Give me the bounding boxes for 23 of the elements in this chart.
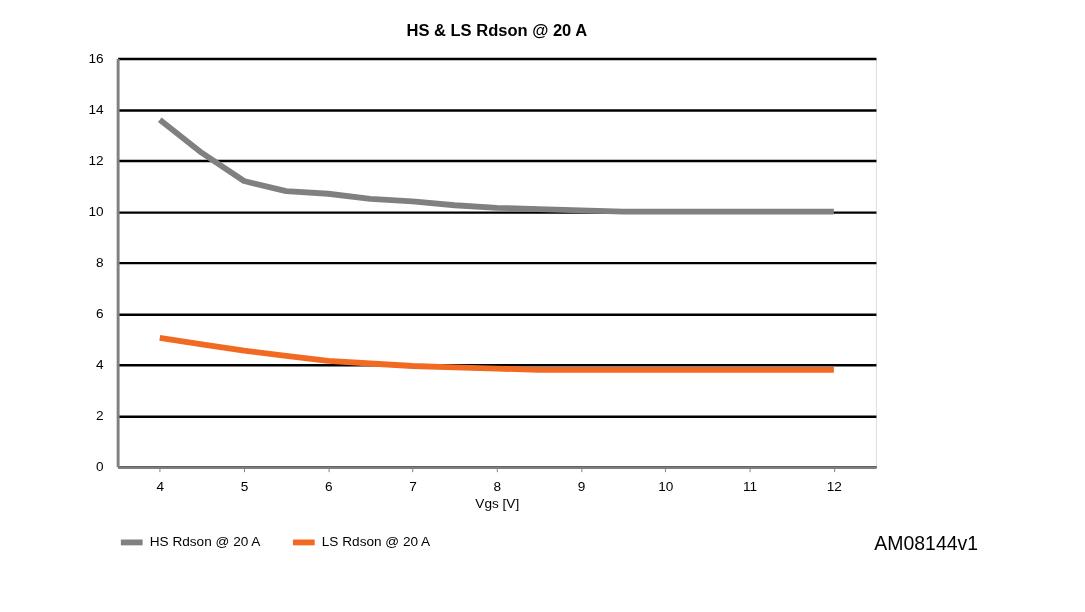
y-tick-label: 0 (95, 459, 104, 475)
y-tick-label: 14 (88, 101, 104, 117)
legend-label: LS Rdson @ 20 A (321, 534, 432, 550)
y-tick-label: 4 (95, 357, 104, 373)
x-tick-label: 6 (324, 478, 333, 494)
y-tick-label: 2 (95, 408, 104, 424)
y-tick-label: 16 (88, 50, 104, 66)
x-tick-label: 11 (743, 478, 758, 494)
x-tick-label: 12 (826, 478, 842, 494)
legend-label: HS Rdson @ 20 A (149, 534, 262, 550)
text: AM08144v1 (874, 532, 979, 555)
x-tick-label: 4 (156, 478, 165, 494)
x-tick-label: 5 (240, 478, 249, 494)
x-axis-title: Vgs [V] (475, 496, 520, 512)
x-tick-label: 9 (577, 478, 586, 494)
chart-title: HS & LS Rdson @ 20 A (406, 21, 588, 41)
y-tick-label: 10 (88, 204, 104, 219)
x-tick-label: 10 (658, 478, 674, 494)
y-tick-label: 6 (95, 306, 104, 322)
y-tick-label: 12 (88, 152, 104, 168)
x-tick-label: 7 (409, 478, 417, 494)
y-tick-label: 8 (95, 255, 104, 271)
x-tick-label: 8 (493, 478, 502, 494)
